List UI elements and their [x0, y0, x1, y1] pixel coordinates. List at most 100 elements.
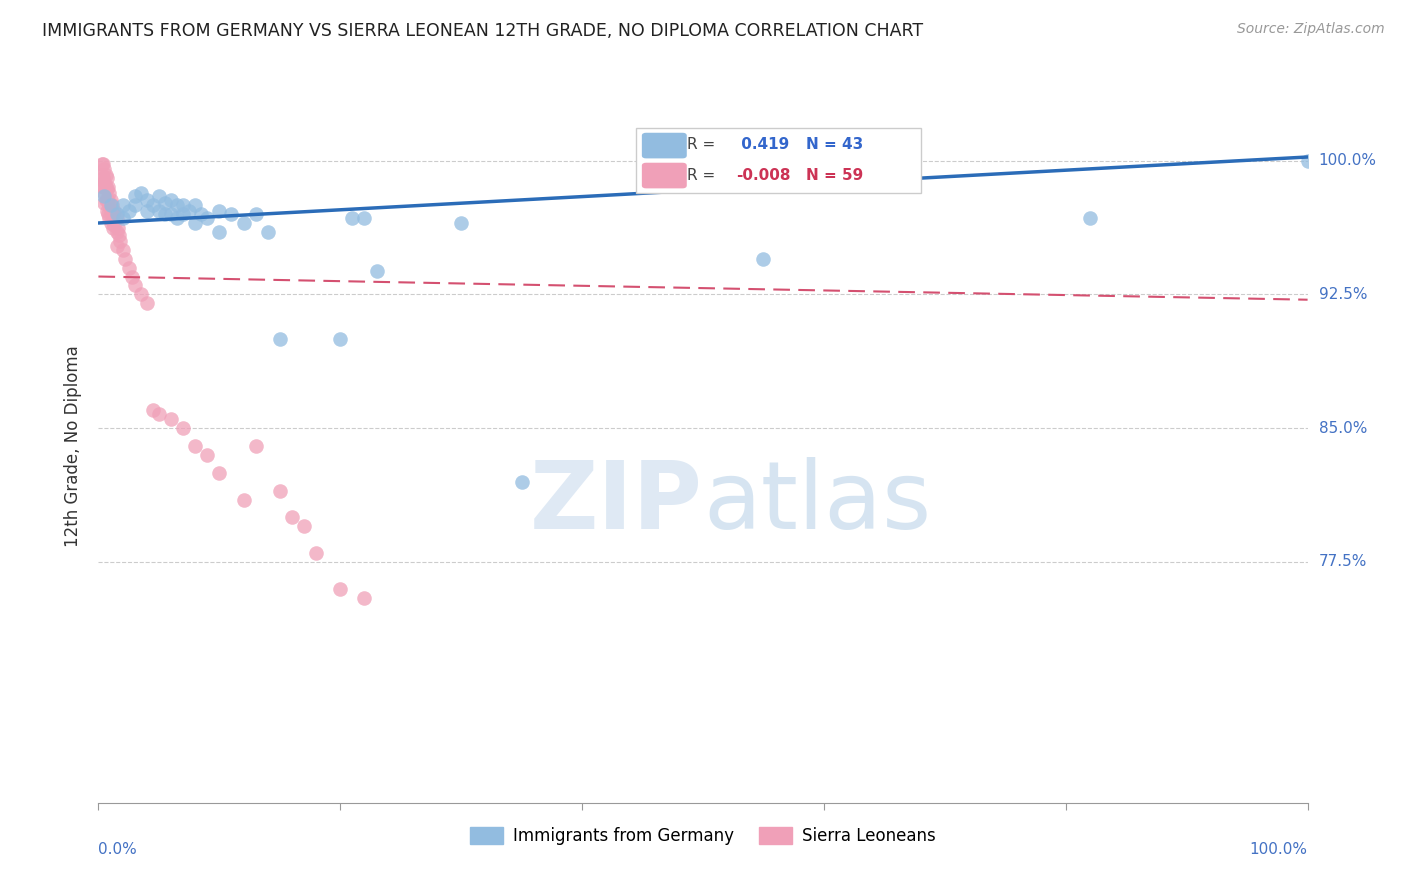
Point	[111, 243, 134, 257]
Point	[184, 216, 207, 230]
Point	[232, 216, 254, 230]
Point	[94, 193, 117, 207]
Point	[142, 198, 165, 212]
Point	[114, 252, 136, 266]
Point	[752, 252, 775, 266]
Point	[100, 193, 122, 207]
Point	[103, 218, 125, 232]
Point	[129, 287, 152, 301]
Point	[269, 332, 291, 346]
Point	[103, 203, 125, 218]
Point	[96, 193, 118, 207]
Point	[245, 439, 267, 453]
Point	[292, 519, 315, 533]
Point	[100, 203, 122, 218]
Point	[353, 591, 375, 605]
Point	[281, 510, 304, 524]
Point	[153, 196, 176, 211]
Point	[190, 207, 212, 221]
Point	[91, 171, 114, 186]
Text: IMMIGRANTS FROM GERMANY VS SIERRA LEONEAN 12TH GRADE, NO DIPLOMA CORRELATION CHA: IMMIGRANTS FROM GERMANY VS SIERRA LEONEA…	[42, 22, 924, 40]
Point	[160, 207, 183, 221]
Point	[184, 439, 207, 453]
Point	[101, 207, 124, 221]
Point	[96, 203, 118, 218]
Point	[245, 207, 267, 221]
Point	[111, 198, 134, 212]
Point	[100, 198, 122, 212]
Point	[160, 412, 183, 426]
Point	[172, 421, 194, 435]
Text: ZIP: ZIP	[530, 457, 703, 549]
Point	[96, 182, 118, 196]
Point	[153, 207, 176, 221]
Point	[121, 269, 143, 284]
Point	[98, 186, 121, 200]
Point	[450, 216, 472, 230]
Point	[269, 483, 291, 498]
Point	[105, 225, 128, 239]
Point	[93, 175, 115, 189]
Text: R =: R =	[688, 136, 720, 152]
Text: N = 59: N = 59	[806, 168, 863, 183]
Point	[135, 203, 157, 218]
Point	[142, 403, 165, 417]
Point	[93, 196, 115, 211]
Point	[179, 203, 201, 218]
Point	[91, 180, 114, 194]
Point	[129, 186, 152, 200]
Point	[195, 211, 218, 225]
Point	[97, 180, 120, 194]
Point	[353, 211, 375, 225]
Text: N = 43: N = 43	[806, 136, 863, 152]
Point	[96, 171, 118, 186]
Text: 92.5%: 92.5%	[1319, 287, 1367, 301]
Text: 0.0%: 0.0%	[98, 842, 138, 857]
Legend: Immigrants from Germany, Sierra Leoneans: Immigrants from Germany, Sierra Leoneans	[463, 820, 943, 852]
Text: Source: ZipAtlas.com: Source: ZipAtlas.com	[1237, 22, 1385, 37]
Point	[305, 546, 328, 560]
Point	[148, 189, 170, 203]
Point	[166, 198, 188, 212]
Point	[105, 239, 128, 253]
Point	[1078, 211, 1101, 225]
Text: 100.0%: 100.0%	[1250, 842, 1308, 857]
Point	[166, 211, 188, 225]
Point	[124, 189, 146, 203]
Point	[98, 211, 121, 225]
Text: -0.008: -0.008	[735, 168, 790, 183]
Point	[172, 207, 194, 221]
Point	[93, 186, 115, 200]
Point	[105, 211, 128, 225]
Point	[93, 162, 115, 177]
Point	[232, 492, 254, 507]
Point	[100, 198, 122, 212]
Point	[91, 157, 114, 171]
Point	[329, 332, 352, 346]
Point	[97, 193, 120, 207]
Text: 100.0%: 100.0%	[1319, 153, 1376, 168]
Y-axis label: 12th Grade, No Diploma: 12th Grade, No Diploma	[63, 345, 82, 547]
Point	[256, 225, 278, 239]
Point	[135, 193, 157, 207]
Point	[108, 228, 131, 243]
Point	[118, 260, 141, 275]
Point	[111, 211, 134, 225]
Text: 0.419: 0.419	[735, 136, 789, 152]
Point	[124, 198, 146, 212]
Point	[93, 189, 115, 203]
Point	[101, 221, 124, 235]
Point	[510, 475, 533, 489]
Text: 85.0%: 85.0%	[1319, 421, 1367, 435]
Text: R =: R =	[688, 168, 716, 183]
Point	[208, 466, 231, 480]
Point	[124, 278, 146, 293]
Point	[148, 407, 170, 421]
Point	[148, 203, 170, 218]
Point	[91, 178, 114, 193]
Point	[208, 225, 231, 239]
Point	[366, 264, 388, 278]
Text: atlas: atlas	[703, 457, 931, 549]
Point	[108, 234, 131, 248]
Point	[329, 582, 352, 596]
